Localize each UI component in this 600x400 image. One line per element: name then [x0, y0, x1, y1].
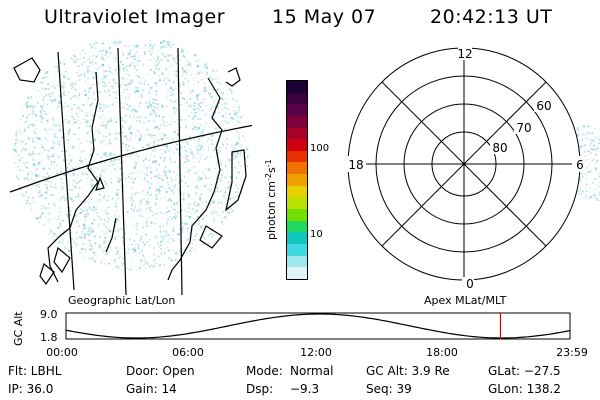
colorbar-segment: [287, 115, 307, 128]
colorbar-segment: [287, 174, 307, 186]
altitude-axis-label: GC Alt: [12, 311, 25, 346]
colorbar-segment: [287, 92, 307, 105]
coastline: [95, 176, 105, 191]
time-tick-0000: 00:00: [46, 346, 78, 359]
altitude-max-tick: 9.0: [40, 308, 58, 321]
mlt-label-6: 6: [576, 158, 584, 172]
gc-altitude-status: GC Alt: 3.9 Re: [366, 364, 450, 378]
time-tick-1800: 18:00: [426, 346, 458, 359]
uv-image-panel: [9, 40, 252, 295]
mode-label: Mode:: [246, 364, 283, 378]
sequence-status: Seq: 39: [366, 382, 412, 396]
coastline: [47, 71, 99, 283]
colorbar-segment: [287, 232, 307, 244]
colorbar-segment: [287, 220, 307, 233]
coastline: [53, 246, 71, 274]
mlt-label-12: 12: [457, 47, 472, 61]
colorbar-segment: [287, 209, 307, 221]
coastline: [225, 149, 247, 212]
time-tick-2359: 23:59: [556, 346, 588, 359]
dsp-label: Dsp:: [246, 382, 274, 396]
mode-value: Normal: [290, 364, 334, 378]
mlt-label-0: 0: [466, 277, 474, 291]
ip-status: IP: 36.0: [8, 382, 54, 396]
mlt-label-18: 18: [348, 158, 363, 172]
gain-status: Gain: 14: [126, 382, 177, 396]
filter-status: Flt: LBHL: [8, 364, 62, 378]
time-tick-0600: 06:00: [172, 346, 204, 359]
coastline: [105, 217, 117, 253]
colorbar-segment: [287, 162, 307, 175]
altitude-curve: [65, 313, 571, 339]
altitude-plot-frame: [65, 312, 571, 340]
colorbar-tick-100: 100: [310, 143, 330, 154]
geo-longitude-status: GLon: 138.2: [488, 382, 561, 396]
meridian-line: [57, 51, 75, 291]
altitude-min-tick: 1.8: [40, 331, 58, 344]
mlat-label-70: 70: [516, 121, 531, 135]
colorbar-segment: [287, 185, 307, 198]
colorbar-unit-label: photon cm-2s-1: [264, 159, 278, 240]
orbit-altitude-plot: GC Alt 9.0 1.8 00:00 06:00 12:00 18:00 2…: [12, 308, 588, 359]
date-label: 15 May 07: [272, 6, 377, 28]
coastline: [225, 67, 241, 87]
coastline: [199, 225, 223, 249]
geographic-caption: Geographic Lat/Lon: [68, 294, 176, 307]
polar-mlat-mlt-grid: 12 18 6 0 60 70 80: [346, 46, 600, 291]
colorbar-segment: [287, 243, 307, 256]
colorbar-segment: [287, 127, 307, 140]
time-label: 20:42:13 UT: [430, 6, 553, 28]
colorbar-tick-10: 10: [310, 229, 323, 240]
colorbar-segment: [287, 267, 307, 279]
colorbar-segment: [287, 104, 307, 116]
instrument-title: Ultraviolet Imager: [44, 6, 226, 28]
coastline: [167, 77, 223, 281]
time-tick-1200: 12:00: [300, 346, 332, 359]
mlt-diagonal-b: [381, 81, 547, 247]
geo-latitude-status: GLat: −27.5: [488, 364, 561, 378]
emission-speckle-field: [13, 40, 249, 270]
intensity-colorbar: [286, 80, 308, 280]
coastline: [39, 262, 55, 286]
colorbar-segment: [287, 150, 307, 163]
svg-text:photon cm-2s-1: photon cm-2s-1: [264, 159, 278, 240]
colorbar-segment: [287, 197, 307, 210]
latitude-line: [9, 124, 252, 193]
colorbar-segment: [287, 81, 307, 93]
colorbar-segment: [287, 255, 307, 268]
dsp-value: −9.3: [290, 382, 320, 396]
meridian-line: [117, 47, 127, 295]
mlat-label-60: 60: [536, 99, 551, 113]
meridian-line: [177, 47, 183, 295]
door-status: Door: Open: [126, 364, 195, 378]
apex-caption: Apex MLat/MLT: [424, 294, 507, 307]
colorbar-segment: [287, 139, 307, 151]
mlat-label-80: 80: [492, 141, 507, 155]
coastline: [13, 57, 41, 83]
